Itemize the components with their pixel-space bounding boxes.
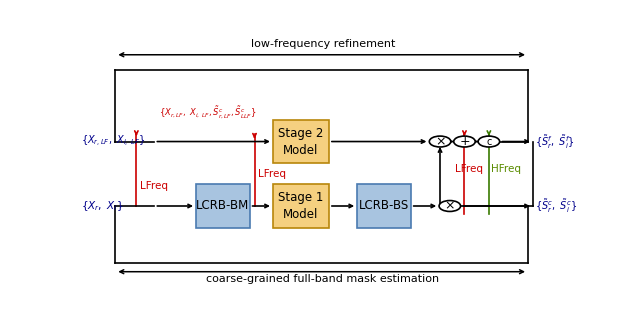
Text: $\{X_{r,LF},\ X_{i,\ LF},\tilde{S}^c_{r,LF},\tilde{S}^c_{LLF}\}$: $\{X_{r,LF},\ X_{i,\ LF},\tilde{S}^c_{r,…: [159, 105, 257, 120]
Text: LFreq: LFreq: [258, 169, 287, 179]
Text: Stage 2
Model: Stage 2 Model: [278, 127, 324, 156]
FancyBboxPatch shape: [196, 184, 249, 228]
Text: Stage 1
Model: Stage 1 Model: [278, 191, 324, 221]
Text: $\{\tilde{S}^f_r,\ \tilde{S}^f_i\}$: $\{\tilde{S}^f_r,\ \tilde{S}^f_i\}$: [536, 133, 575, 150]
Text: LFreq: LFreq: [140, 181, 168, 191]
Text: c: c: [486, 137, 491, 147]
Text: ×: ×: [435, 135, 445, 148]
Text: $\{X_r,\ X_i\}$: $\{X_r,\ X_i\}$: [81, 199, 123, 213]
Text: $\{X_{r,LF},\ X_{i,\ LF}\}$: $\{X_{r,LF},\ X_{i,\ LF}\}$: [81, 134, 146, 149]
Text: LFreq: LFreq: [455, 164, 483, 174]
Circle shape: [429, 136, 451, 147]
Text: LCRB-BM: LCRB-BM: [196, 200, 249, 213]
Circle shape: [439, 201, 461, 212]
Circle shape: [454, 136, 475, 147]
Text: $\{\tilde{S}^c_r,\ \tilde{S}^c_i\}$: $\{\tilde{S}^c_r,\ \tilde{S}^c_i\}$: [536, 197, 577, 215]
FancyBboxPatch shape: [357, 184, 411, 228]
Text: LCRB-BS: LCRB-BS: [358, 200, 409, 213]
Text: low-frequency refinement: low-frequency refinement: [251, 39, 395, 49]
FancyBboxPatch shape: [273, 184, 329, 228]
FancyBboxPatch shape: [273, 120, 329, 163]
Text: +: +: [459, 135, 470, 148]
Circle shape: [478, 136, 500, 147]
Text: HFreq: HFreq: [491, 164, 521, 174]
Text: coarse-grained full-band mask estimation: coarse-grained full-band mask estimation: [206, 274, 440, 284]
Text: ×: ×: [445, 200, 455, 213]
